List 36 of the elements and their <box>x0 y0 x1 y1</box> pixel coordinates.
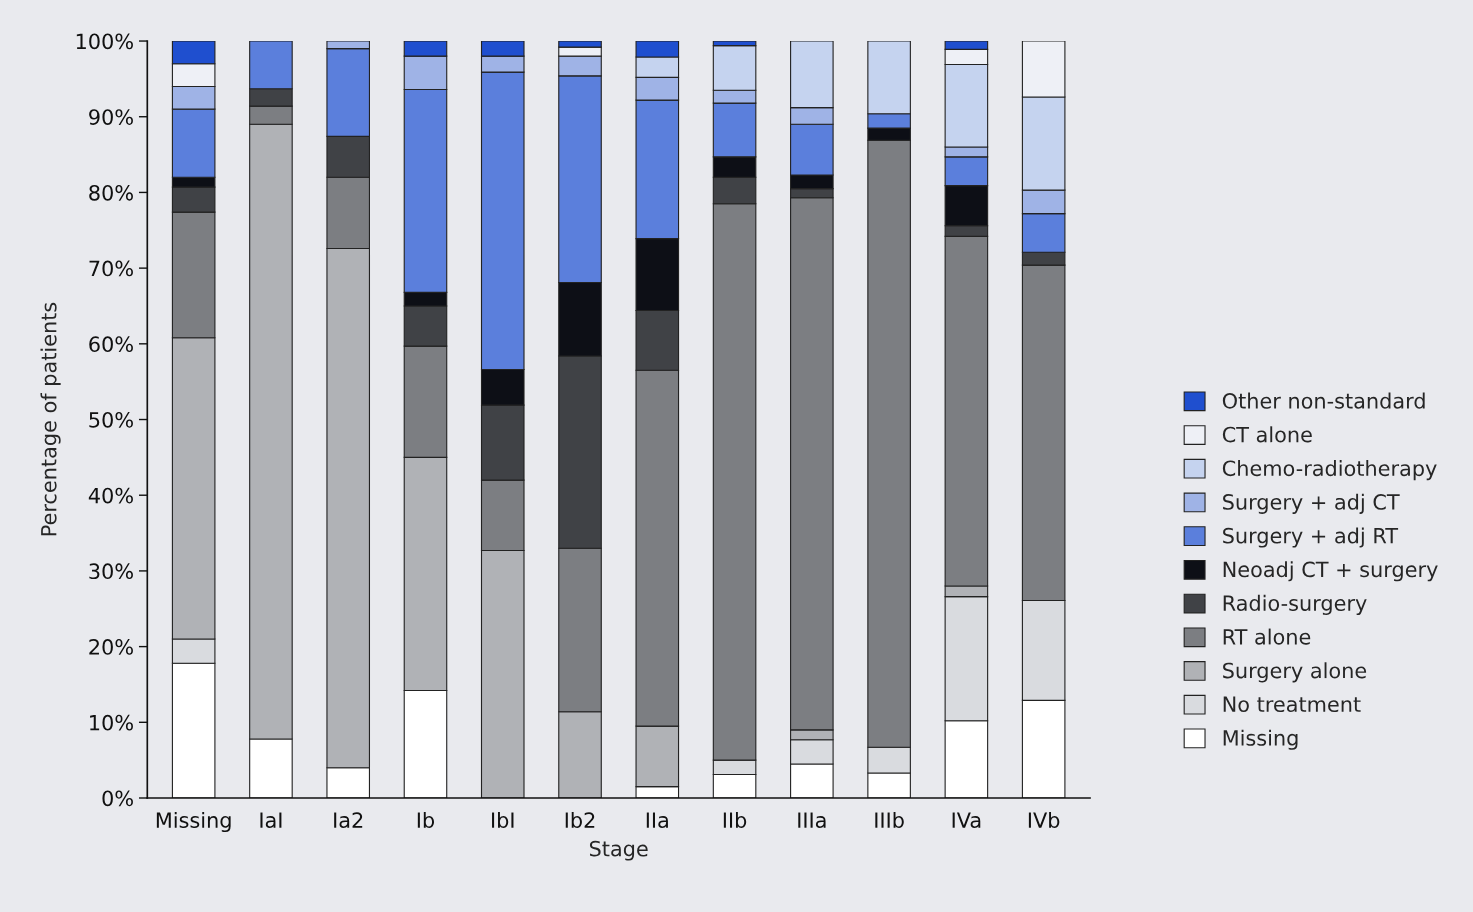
x-tick-label: IIIb <box>875 811 904 829</box>
legend-label: Other non-standard <box>1222 392 1425 409</box>
y-tick-label: 0% <box>102 790 133 807</box>
y-axis-title: Percentage of patients <box>40 302 61 536</box>
x-tick-label: Ib2 <box>565 811 595 829</box>
y-tick-label: 80% <box>89 184 133 201</box>
x-tick-label: Ia2 <box>334 812 363 829</box>
x-tick-label: Ib <box>417 811 435 829</box>
y-tick-label: 100% <box>76 33 133 50</box>
x-tick-label: IaI <box>260 812 282 829</box>
legend-label: No treatment <box>1223 696 1361 713</box>
x-tick-label: IIIa <box>798 812 826 829</box>
legend-label: RT alone <box>1223 628 1311 645</box>
y-tick-label: 70% <box>89 260 133 277</box>
legend-label: Neoadj CT + surgery <box>1223 561 1438 582</box>
legend-label: Surgery alone <box>1223 662 1367 683</box>
x-tick-label: IIa <box>646 812 668 829</box>
legend-label: Surgery + adj CT <box>1223 493 1400 514</box>
y-tick-label: 40% <box>88 487 133 504</box>
legend-label: CT alone <box>1222 426 1312 443</box>
y-tick-label: 50% <box>89 411 133 428</box>
y-tick-label: 60% <box>89 336 133 353</box>
x-tick-label: IbI <box>492 811 514 829</box>
y-tick-label: 30% <box>89 563 133 580</box>
y-tick-label: 10% <box>90 714 133 731</box>
y-tick-label: 20% <box>89 639 133 655</box>
x-tick-label: IIb <box>723 811 747 829</box>
x-tick-label: Missing <box>156 811 231 833</box>
legend-label: Missing <box>1223 729 1298 750</box>
legend-label: Surgery + adj RT <box>1223 527 1399 548</box>
x-tick-label: IVa <box>952 812 981 829</box>
legend-label: Radio-surgery <box>1223 594 1367 616</box>
x-axis-title: Stage <box>589 840 648 861</box>
x-tick-label: IVb <box>1028 811 1060 829</box>
y-tick-label: 90% <box>89 109 133 125</box>
legend-label: Chemo-radiotherapy <box>1222 460 1437 481</box>
